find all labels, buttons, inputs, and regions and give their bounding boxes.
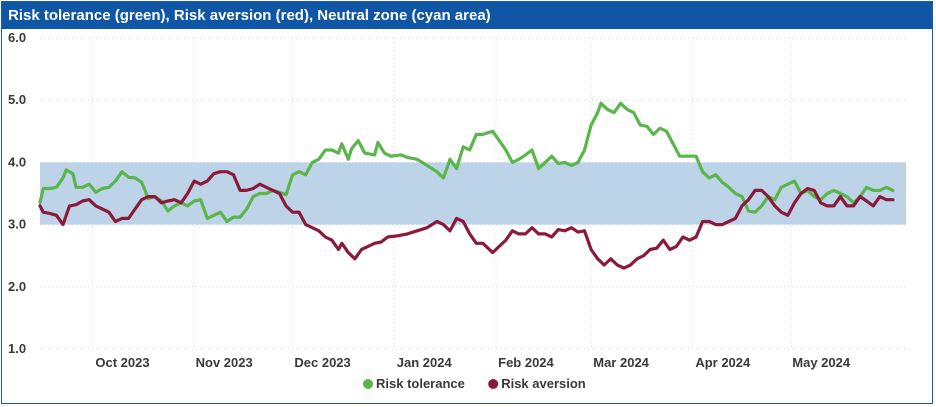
x-tick-label: Nov 2023: [196, 355, 253, 370]
chart-title: Risk tolerance (green), Risk aversion (r…: [2, 2, 932, 29]
y-tick-label: 3.0: [8, 217, 26, 232]
x-tick-label: Oct 2023: [95, 355, 149, 370]
x-tick-label: Jan 2024: [397, 355, 453, 370]
series-line-risk-tolerance: [38, 101, 895, 224]
legend-marker: [488, 379, 499, 389]
x-tick-label: Dec 2023: [294, 355, 350, 370]
x-tick-label: May 2024: [792, 355, 851, 370]
y-tick-label: 4.0: [8, 154, 26, 169]
legend-marker: [363, 379, 373, 389]
neutral-zone-band: [40, 162, 906, 225]
y-tick-label: 1.0: [8, 341, 26, 356]
y-tick-label: 5.0: [8, 92, 26, 107]
x-tick-label: Feb 2024: [498, 355, 554, 370]
x-tick-label: Apr 2024: [695, 355, 751, 370]
legend-label: Risk tolerance: [376, 376, 465, 391]
series-line-risk-aversion: [38, 170, 895, 270]
x-tick-label: Mar 2024: [593, 355, 649, 370]
y-tick-label: 2.0: [8, 279, 26, 294]
legend-label: Risk aversion: [501, 376, 586, 391]
y-tick-label: 6.0: [8, 30, 26, 45]
